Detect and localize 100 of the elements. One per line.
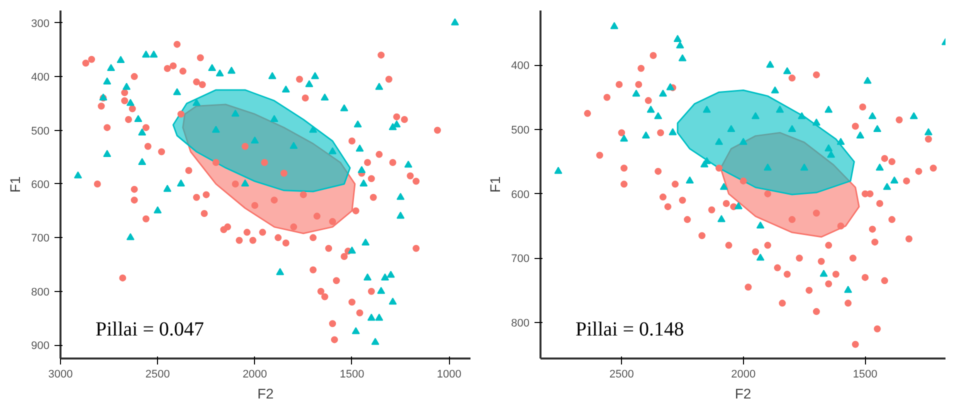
point (717, 215, 726, 222)
y-tick-label: 700 (31, 232, 50, 245)
point (702, 106, 711, 113)
point (154, 206, 162, 214)
point (396, 212, 405, 219)
point (659, 90, 667, 97)
y-tick-label: 300 (31, 18, 50, 30)
point (122, 82, 131, 90)
point (820, 270, 828, 277)
point (910, 112, 918, 120)
point (231, 110, 240, 117)
y-tick-label: 600 (511, 188, 530, 201)
y-tick-label: 500 (511, 124, 530, 136)
point (856, 131, 864, 138)
annotation: Pillai = 0.047 (96, 318, 204, 340)
point (116, 56, 125, 63)
point (208, 64, 216, 72)
point (309, 126, 318, 133)
x-tick-label: 2000 (242, 368, 268, 380)
point (554, 166, 562, 174)
point (216, 69, 224, 76)
point (352, 327, 360, 334)
point (354, 120, 362, 128)
point (340, 104, 348, 112)
point (766, 60, 774, 68)
point (678, 54, 686, 62)
point (676, 41, 684, 48)
point (138, 158, 146, 165)
point (367, 314, 376, 321)
point (783, 67, 792, 74)
point (739, 138, 748, 145)
point (305, 80, 314, 88)
point (103, 150, 112, 157)
point (883, 182, 892, 190)
point (864, 76, 872, 84)
point (734, 202, 742, 210)
x-tick-label: 2500 (609, 368, 634, 380)
point (756, 254, 764, 261)
point (827, 150, 836, 158)
point (276, 268, 284, 276)
point (212, 126, 220, 133)
point (812, 118, 820, 126)
point (74, 171, 82, 178)
point (371, 338, 380, 345)
y-tick-label: 500 (31, 125, 50, 138)
point (250, 136, 259, 144)
y-tick-label: 800 (511, 317, 530, 330)
y-axis-title: F1 (7, 176, 24, 193)
point (666, 83, 674, 90)
point (356, 144, 364, 152)
point (788, 124, 796, 132)
point (764, 164, 772, 171)
point (126, 233, 134, 240)
point (348, 246, 356, 254)
y-tick-label: 700 (511, 253, 530, 266)
point (268, 72, 276, 80)
point (138, 128, 146, 136)
point (674, 34, 682, 42)
point (192, 98, 201, 106)
point (311, 72, 320, 80)
point (176, 179, 185, 186)
point (756, 221, 764, 229)
point (360, 179, 368, 186)
point (771, 86, 780, 94)
point (752, 112, 760, 120)
point (388, 298, 397, 305)
point (134, 114, 142, 122)
point (715, 138, 724, 145)
y-tick-label: 900 (31, 340, 50, 352)
x-axis-title: F2 (257, 386, 274, 402)
point (227, 66, 236, 74)
point (620, 134, 628, 142)
point (686, 176, 694, 184)
y-axis-title: F1 (487, 176, 504, 193)
point (142, 50, 150, 58)
annotation: Pillai = 0.148 (576, 318, 684, 340)
point (654, 112, 662, 120)
point (150, 50, 158, 58)
point (868, 112, 876, 120)
y-tick-label: 400 (511, 60, 530, 72)
point (450, 18, 459, 26)
point (720, 182, 728, 190)
point (270, 114, 278, 122)
point (876, 164, 884, 171)
point (836, 138, 845, 145)
point (632, 90, 640, 97)
point (824, 144, 833, 152)
point (320, 93, 329, 101)
point (873, 124, 882, 132)
point (396, 192, 405, 200)
point (328, 147, 337, 154)
point (173, 88, 182, 96)
point (668, 128, 677, 136)
point (924, 128, 932, 136)
point (642, 131, 650, 138)
point (282, 85, 290, 92)
x-tick-label: 2000 (731, 368, 756, 380)
point (107, 64, 116, 72)
point (404, 160, 412, 168)
point (776, 106, 784, 113)
